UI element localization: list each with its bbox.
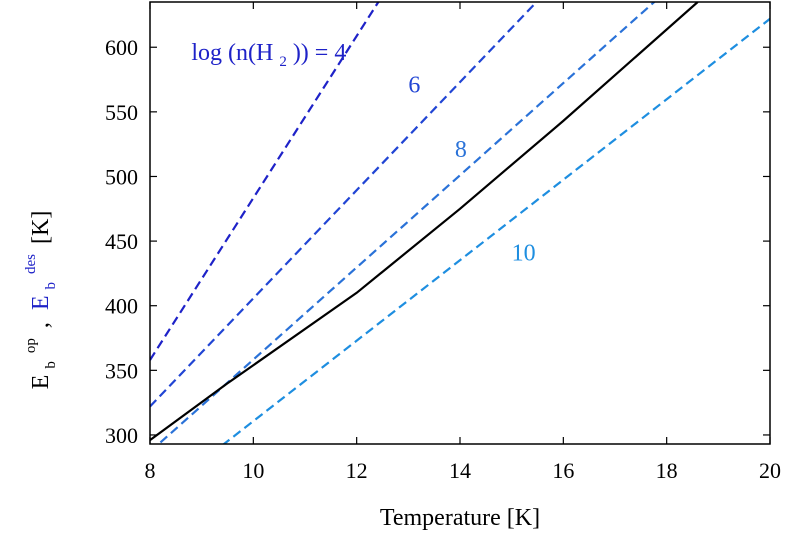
y-axis-title: E b op , E b des [K] <box>15 211 61 390</box>
series-line-10 <box>222 17 770 444</box>
plot-frame <box>149 1 771 445</box>
y-tick-label: 450 <box>105 229 138 254</box>
y-axis-title-text: E b op , E b des [K] <box>15 211 61 390</box>
series-label: 8 <box>455 137 467 163</box>
y-title-des-sub: b <box>43 282 59 290</box>
series-label: 6 <box>408 72 420 98</box>
x-tick-label: 18 <box>656 458 678 483</box>
y-title-op-base: E <box>28 375 54 390</box>
y-title-des-sup: des <box>23 254 39 274</box>
y-title-separator: , <box>28 322 54 328</box>
y-title-des-base: E <box>28 295 54 310</box>
y-tick-label: 500 <box>105 164 138 189</box>
density-annotation-suffix: )) = 4 <box>293 40 347 66</box>
y-title-op-sup: op <box>23 338 39 353</box>
series-label: 10 <box>512 240 536 266</box>
density-annotation-sub: 2 <box>279 54 287 70</box>
series-line-solid <box>150 2 699 441</box>
y-title-op-sub: b <box>43 361 59 369</box>
x-tick-label: 14 <box>449 458 471 483</box>
series-line-8 <box>157 2 656 444</box>
x-tick-label: 10 <box>242 458 264 483</box>
y-tick-label: 550 <box>105 100 138 125</box>
density-annotation-prefix: log (n(H <box>191 40 273 66</box>
axis-ticks: 8 10 12 14 16 18 20 300 350 400 450 500 550 600 <box>105 2 781 483</box>
density-annotation: log (n(H 2 )) = 4 <box>191 40 346 72</box>
y-title-unit: [K] <box>28 211 54 244</box>
x-tick-label: 16 <box>552 458 574 483</box>
x-tick-label: 8 <box>145 458 156 483</box>
y-tick-label: 300 <box>105 423 138 448</box>
y-tick-label: 600 <box>105 35 138 60</box>
plot-area <box>150 2 770 444</box>
y-tick-label: 350 <box>105 358 138 383</box>
x-tick-label: 12 <box>346 458 368 483</box>
x-tick-label: 20 <box>759 458 781 483</box>
series-line-6 <box>150 2 539 408</box>
y-tick-label: 400 <box>105 294 138 319</box>
x-axis-title: Temperature [K] <box>380 505 540 531</box>
series-line-4 <box>150 2 380 361</box>
